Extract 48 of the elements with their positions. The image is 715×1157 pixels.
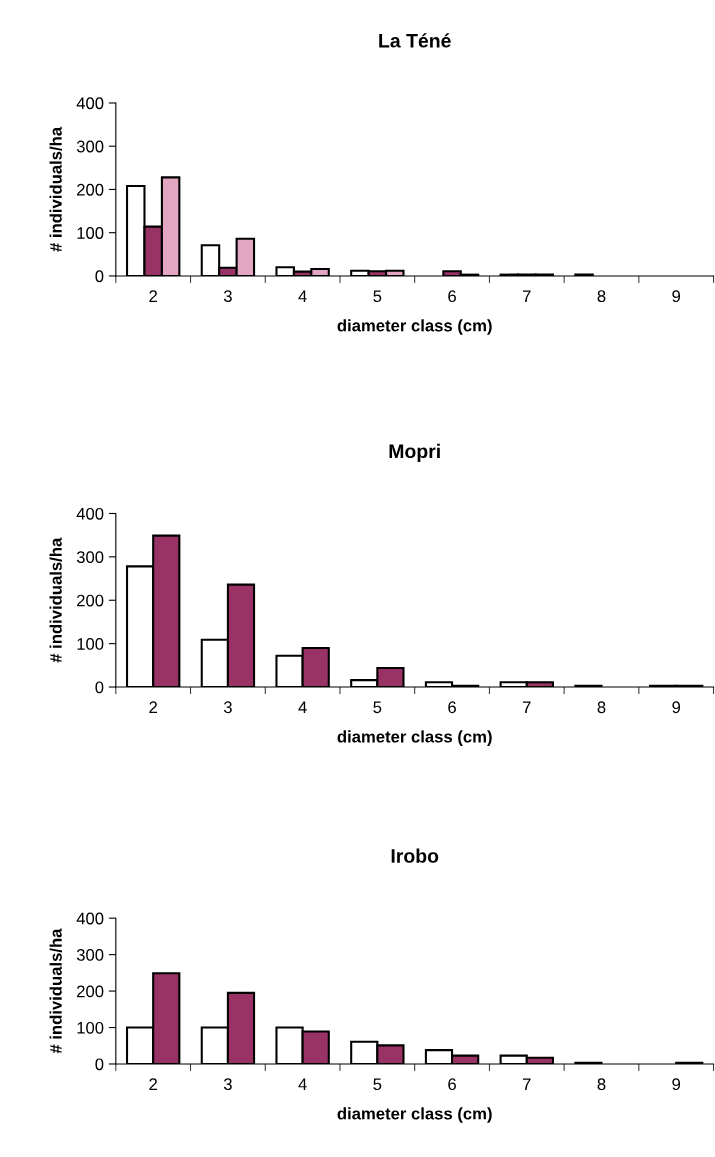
x-tick-label: 4 bbox=[298, 701, 307, 713]
y-tick-label: 300 bbox=[76, 949, 104, 961]
x-tick-label: 2 bbox=[149, 290, 157, 302]
y-axis-title: # individuals/ha bbox=[49, 928, 62, 1054]
x-axis-title: diameter class (cm) bbox=[337, 730, 492, 746]
x-tick-label: 9 bbox=[672, 290, 681, 303]
x-tick-label: 8 bbox=[597, 701, 606, 714]
x-tick-label: 6 bbox=[448, 701, 456, 714]
y-tick-label: 200 bbox=[77, 594, 104, 607]
y-tick-label: 400 bbox=[76, 507, 104, 520]
chart-title: La Téné bbox=[379, 33, 451, 48]
x-axis-title: diameter class (cm) bbox=[337, 319, 492, 335]
x-tick-label: 9 bbox=[672, 1078, 681, 1091]
x-tick-label: 9 bbox=[672, 701, 681, 714]
x-tick-label: 6 bbox=[448, 290, 456, 303]
x-tick-label: 3 bbox=[223, 1078, 232, 1091]
x-tick-label: 4 bbox=[298, 1078, 307, 1090]
x-tick-label: 6 bbox=[448, 1078, 456, 1091]
x-tick-label: 5 bbox=[373, 1078, 382, 1091]
x-tick-label: 2 bbox=[149, 1078, 157, 1090]
x-tick-label: 2 bbox=[149, 701, 157, 713]
y-tick-label: 200 bbox=[77, 183, 104, 196]
y-tick-label: 200 bbox=[77, 985, 104, 998]
y-axis-title: # individuals/ha bbox=[49, 537, 62, 663]
y-tick-label: 300 bbox=[76, 140, 104, 153]
y-axis-title: # individuals/ha bbox=[49, 126, 62, 252]
x-tick-label: 8 bbox=[597, 1078, 606, 1091]
y-tick-label: 100 bbox=[77, 227, 104, 239]
y-tick-label: 100 bbox=[77, 1021, 104, 1034]
x-tick-label: 5 bbox=[373, 290, 382, 303]
y-tick-label: 100 bbox=[77, 638, 104, 650]
y-tick-label: 400 bbox=[76, 97, 104, 110]
chart-title: Irobo bbox=[391, 848, 439, 863]
x-tick-label: 4 bbox=[298, 290, 307, 302]
x-tick-label: 5 bbox=[373, 701, 382, 714]
y-tick-label: 0 bbox=[95, 1058, 104, 1071]
x-tick-label: 3 bbox=[223, 701, 232, 714]
x-tick-label: 3 bbox=[223, 290, 232, 303]
x-axis-title: diameter class (cm) bbox=[337, 1107, 492, 1123]
x-tick-label: 7 bbox=[523, 290, 531, 302]
y-tick-label: 0 bbox=[95, 681, 104, 694]
y-tick-label: 0 bbox=[95, 270, 104, 283]
x-tick-label: 7 bbox=[523, 1078, 531, 1090]
x-tick-label: 8 bbox=[597, 290, 606, 303]
y-tick-label: 400 bbox=[76, 912, 104, 925]
x-tick-label: 7 bbox=[523, 701, 531, 713]
chart-title: Mopri bbox=[389, 443, 440, 462]
y-tick-label: 300 bbox=[76, 551, 104, 564]
